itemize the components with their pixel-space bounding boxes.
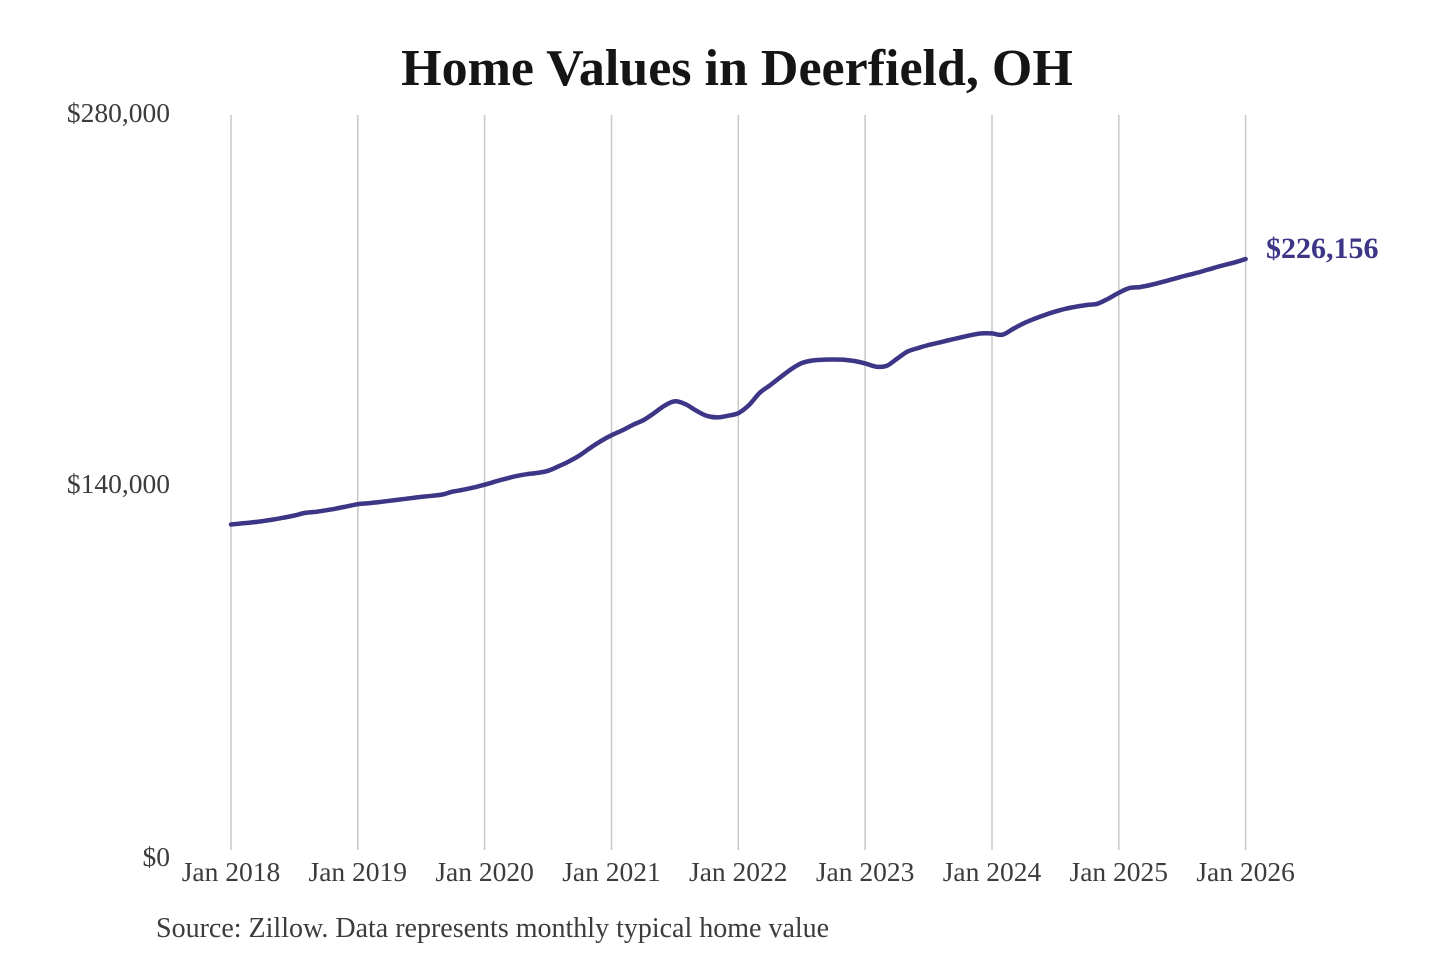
svg-text:Jan 2023: Jan 2023 — [816, 856, 915, 887]
svg-text:Jan 2026: Jan 2026 — [1196, 856, 1295, 887]
svg-text:Jan 2021: Jan 2021 — [562, 856, 661, 887]
svg-text:Jan 2024: Jan 2024 — [943, 856, 1042, 887]
svg-text:Jan 2019: Jan 2019 — [309, 856, 408, 887]
svg-text:$0: $0 — [143, 841, 171, 872]
svg-text:$226,156: $226,156 — [1266, 232, 1379, 265]
svg-text:$280,000: $280,000 — [67, 97, 170, 128]
svg-text:Jan 2020: Jan 2020 — [435, 856, 534, 887]
svg-text:$140,000: $140,000 — [67, 468, 170, 499]
svg-text:Home Values in Deerfield, OH: Home Values in Deerfield, OH — [401, 40, 1073, 97]
svg-text:Source: Zillow. Data represent: Source: Zillow. Data represents monthly … — [156, 913, 829, 944]
svg-text:Jan 2025: Jan 2025 — [1070, 856, 1169, 887]
svg-text:Jan 2022: Jan 2022 — [689, 856, 788, 887]
svg-text:Jan 2018: Jan 2018 — [182, 856, 281, 887]
